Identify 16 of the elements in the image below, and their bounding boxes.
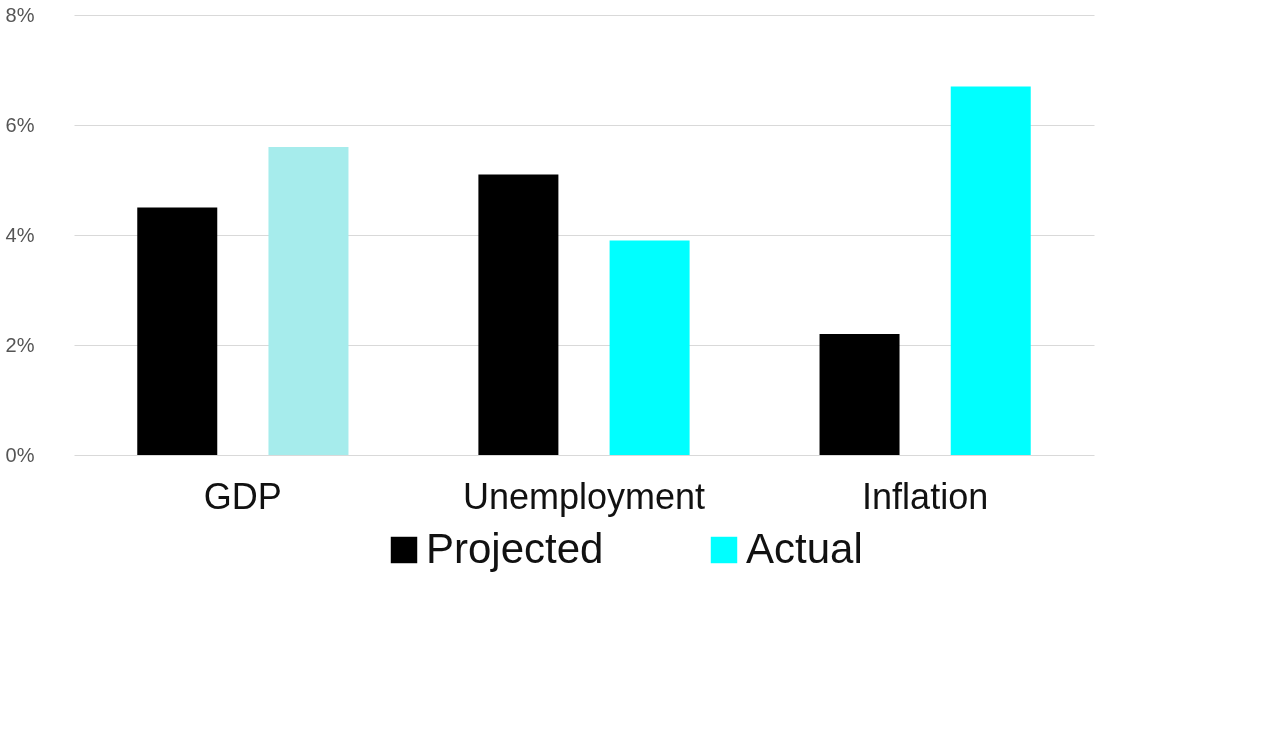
y-tick-label: 4%	[5, 223, 35, 246]
y-tick-label: 0%	[5, 443, 35, 466]
y-tick-label: 6%	[5, 113, 35, 136]
bar	[819, 334, 900, 455]
bar	[268, 147, 349, 455]
x-tick-label: GDP	[203, 475, 282, 517]
bar	[137, 207, 218, 455]
bar	[478, 174, 559, 455]
x-tick-label: Inflation	[862, 475, 989, 517]
y-tick-label: 2%	[5, 333, 35, 356]
y-tick-label: 8%	[5, 3, 35, 26]
x-tick-label: Unemployment	[462, 475, 706, 517]
bar	[950, 86, 1031, 455]
legend-label: Actual	[746, 525, 863, 572]
bar	[609, 240, 690, 455]
legend-label: Projected	[426, 525, 604, 572]
